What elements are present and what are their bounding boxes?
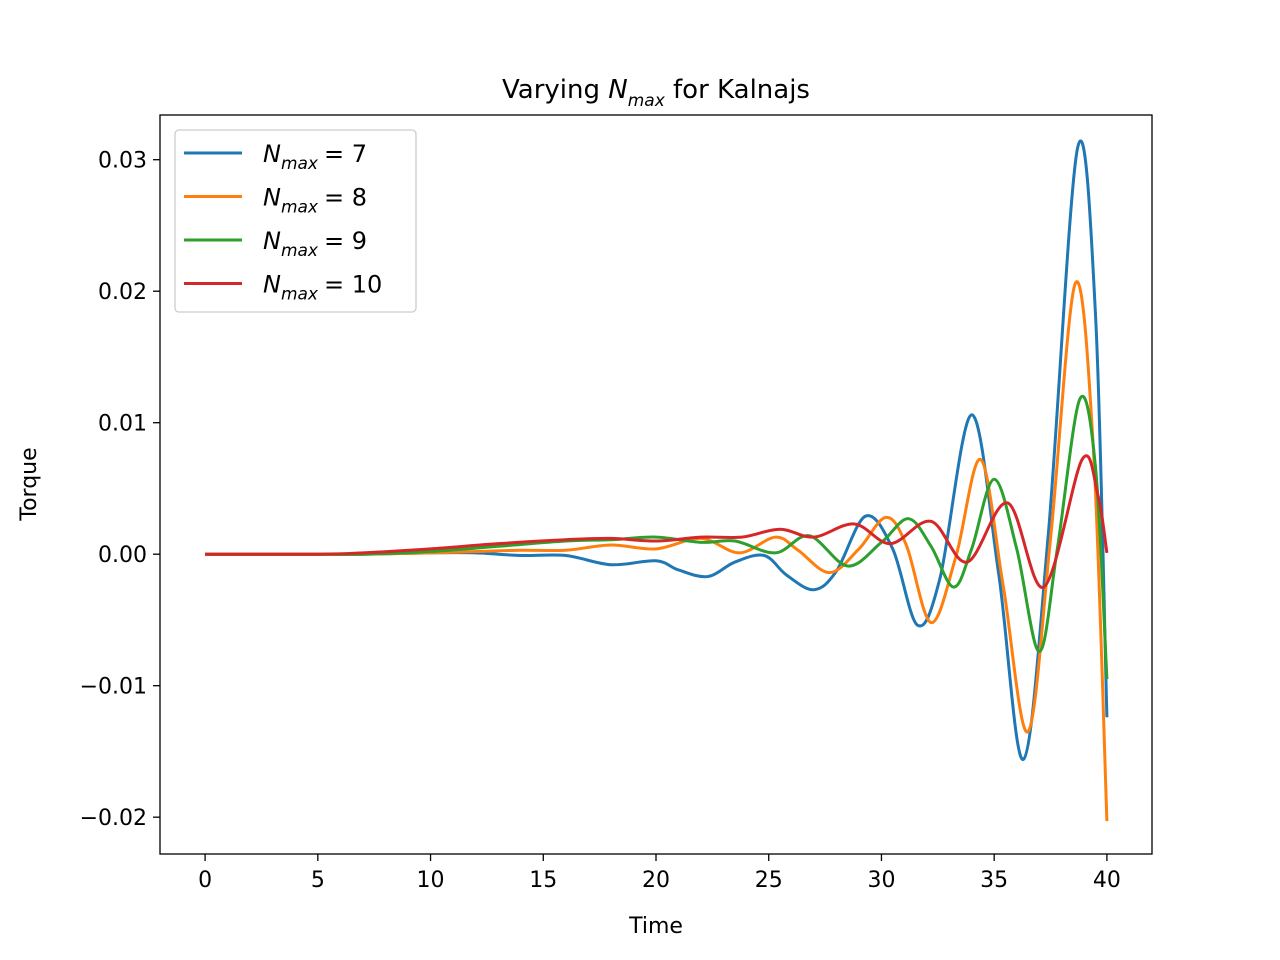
x-axis-label: Time	[628, 914, 683, 939]
x-tick-label: 15	[529, 868, 557, 893]
legend-box	[174, 129, 417, 313]
y-axis-ticks: −0.02 −0.01 0.00 0.01 0.02 0.03	[80, 149, 160, 831]
x-tick-label: 25	[755, 868, 783, 893]
x-tick-label: 35	[980, 868, 1008, 893]
y-axis-label: Torque	[17, 447, 42, 521]
y-tick-label: 0.03	[98, 149, 147, 174]
legend: Nmax = 7 Nmax = 8 Nmax = 9 Nmax = 10	[174, 129, 417, 313]
y-tick-label: −0.01	[80, 675, 147, 700]
y-tick-label: 0.00	[98, 543, 147, 568]
x-tick-label: 10	[417, 868, 445, 893]
legend-entry-1: Nmax = 7	[263, 140, 367, 174]
x-tick-label: 0	[198, 868, 212, 893]
x-axis-ticks: 0 5 10 15 20 25 30 35 40	[198, 854, 1121, 893]
y-tick-label: −0.02	[80, 806, 147, 831]
series-line-1	[205, 139, 1109, 761]
y-tick-label: 0.02	[98, 280, 147, 305]
x-tick-label: 30	[867, 868, 895, 893]
x-tick-label: 40	[1093, 868, 1121, 893]
x-tick-label: 5	[311, 868, 325, 893]
y-tick-label: 0.01	[98, 412, 147, 437]
x-tick-label: 20	[642, 868, 670, 893]
series-line-2	[205, 280, 1109, 822]
series-line-4	[205, 454, 1109, 589]
legend-entry-3: Nmax = 9	[263, 227, 367, 261]
chart-title: Varying Nmax for Kalnajs	[502, 75, 810, 111]
plot-lines	[205, 139, 1109, 822]
legend-entry-2: Nmax = 8	[263, 184, 367, 218]
legend-entry-4: Nmax = 10	[263, 271, 382, 305]
